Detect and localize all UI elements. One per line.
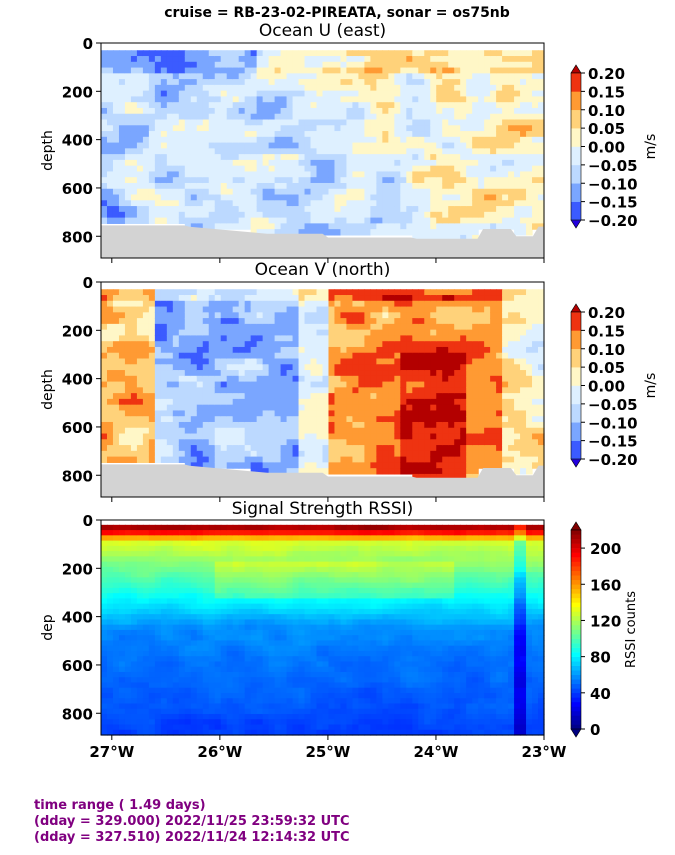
field-u: [101, 50, 545, 242]
panel-title: Signal Strength RSSI): [232, 499, 414, 519]
colorbar-tick-label: 0.20: [588, 65, 625, 83]
x-tick-label: 24°W: [413, 743, 458, 761]
colorbar-label: RSSI counts: [624, 591, 639, 668]
suptitle: cruise = RB-23-02-PIREATA, sonar = os75n…: [164, 5, 510, 21]
colorbar-u: 0.200.150.100.050.00−0.05−0.10−0.15−0.20…: [570, 64, 659, 230]
colorbar-label: m/s: [643, 373, 659, 399]
seafloor-mask: [101, 225, 544, 258]
panel-u: Ocean U (east) 0 200 400 600 800 depth 0.200.15…: [40, 21, 659, 263]
plot-frame: [100, 42, 545, 259]
seafloor-mask: [101, 464, 544, 497]
y-tick-label: 800: [62, 228, 93, 246]
colorbar-tick-label: −0.20: [588, 451, 638, 469]
x-tick-label: 23°W: [522, 743, 567, 761]
y-tick-label: 200: [62, 83, 93, 101]
colorbar-tick-label: −0.15: [588, 194, 638, 212]
x-tick-label: 26°W: [197, 743, 242, 761]
colorbar-label: m/s: [643, 134, 659, 160]
colorbar-tick-label: 0.05: [588, 359, 625, 377]
colorbar-tick-label: −0.05: [588, 157, 638, 175]
y-tick-label: 400: [62, 371, 93, 389]
y-tick-label: 800: [62, 705, 93, 723]
colorbar-tick-label: −0.20: [588, 212, 638, 230]
y-tick-label: 800: [62, 467, 93, 485]
footer-line-3: (dday = 327.510) 2022/11/24 12:14:32 UTC: [34, 830, 350, 845]
colorbar-tick-label: 0.10: [588, 341, 625, 359]
colorbar-tick-label: 0.05: [588, 120, 625, 138]
colorbar-tick-label: −0.10: [588, 414, 638, 432]
footer-line-2: (dday = 329.000) 2022/11/25 23:59:32 UTC: [34, 814, 350, 829]
colorbar-tick-label: 40: [590, 685, 611, 703]
colorbar-tick-label: −0.15: [588, 433, 638, 451]
colorbar-tick-label: 0.00: [588, 378, 625, 396]
time-range-footer: time range ( 1.49 days) (dday = 329.000)…: [34, 798, 350, 846]
colorbar-tick-label: 0: [590, 721, 600, 739]
colorbar-tick-label: 120: [590, 612, 621, 630]
y-axis-label: depth: [40, 130, 56, 171]
y-tick-label: 0: [83, 35, 93, 53]
y-tick-label: 200: [62, 322, 93, 340]
x-tick-label: 27°W: [89, 743, 134, 761]
panel-v: Ocean V (north)0200400600800depth0.200.1…: [40, 260, 659, 502]
y-tick-label: 600: [62, 180, 93, 198]
colorbar-tick-label: −0.05: [588, 396, 638, 414]
panel-title: Ocean V (north): [255, 260, 391, 280]
colorbar-rssi: 200 160 120 80 40 0 RSSI counts: [570, 521, 639, 739]
footer-line-1: time range ( 1.49 days): [34, 798, 206, 813]
colorbar-tick-label: 0.15: [588, 322, 625, 340]
plot-frame: [100, 519, 545, 736]
plot-frame: [100, 281, 545, 498]
colorbar-tick-label: 0.00: [588, 139, 625, 157]
y-tick-label: 200: [62, 560, 93, 578]
panel-rssi: Signal Strength RSSI)0200400600800dep27°…: [40, 499, 639, 761]
y-tick-label: 0: [83, 512, 93, 530]
y-axis-label: dep: [40, 614, 56, 641]
colorbar-tick-label: 0.15: [588, 83, 625, 101]
colorbar-tick-label: −0.10: [588, 175, 638, 193]
field-v: [101, 289, 545, 481]
colorbar-v: 0.200.150.100.050.00−0.05−0.10−0.15−0.20…: [570, 303, 659, 469]
field-rssi: [101, 524, 545, 736]
y-axis-label: depth: [40, 369, 56, 410]
colorbar-tick-label: 0.10: [588, 102, 625, 120]
y-tick-label: 600: [62, 657, 93, 675]
y-tick-label: 0: [83, 274, 93, 292]
colorbar-tick-label: 0.20: [588, 304, 625, 322]
panel-title: Ocean U (east): [259, 21, 386, 41]
y-tick-label: 400: [62, 609, 93, 627]
y-tick-label: 600: [62, 419, 93, 437]
y-tick-label: 400: [62, 132, 93, 150]
x-tick-label: 25°W: [305, 743, 350, 761]
colorbar-tick-label: 80: [590, 649, 611, 667]
colorbar-tick-label: 200: [590, 540, 621, 558]
colorbar-tick-label: 160: [590, 576, 621, 594]
